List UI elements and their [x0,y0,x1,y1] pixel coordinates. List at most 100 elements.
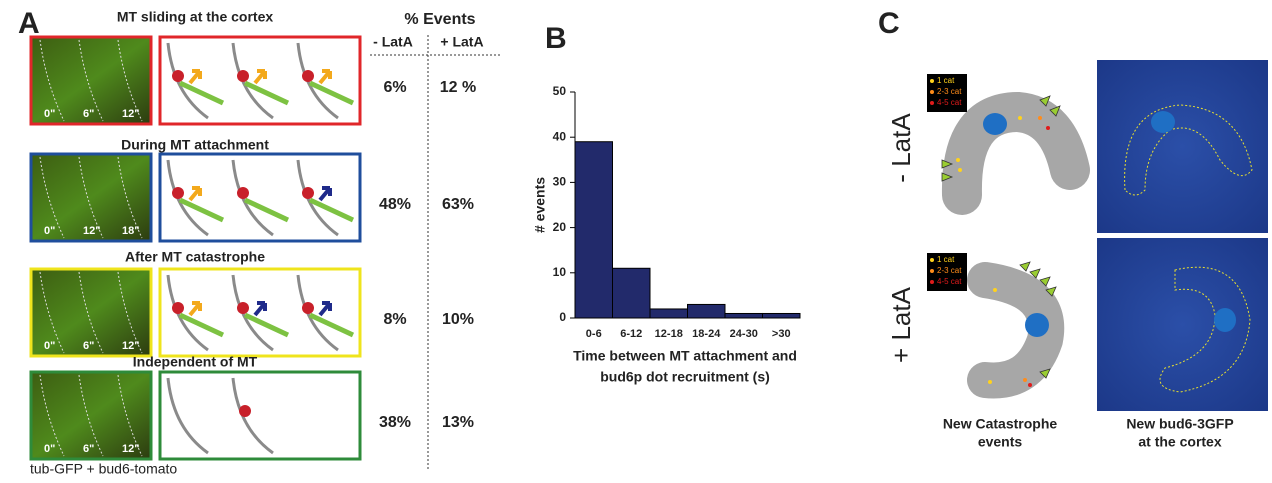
legend-label: 1 cat [937,255,955,264]
microtubule [243,80,290,106]
bud6-dot [237,187,249,199]
bud6-dot [172,302,184,314]
cell-edge [39,156,65,239]
nucleus [1025,313,1049,337]
arrow [253,301,267,317]
time-label: 12" [122,340,139,352]
cell-edge [39,39,65,122]
bud6-dot [237,70,249,82]
col-plus: + LatA [440,34,483,50]
nucleus [1214,308,1236,332]
cortex [231,159,274,237]
cell-schematic [941,91,1090,215]
frame [158,267,362,358]
cell-edge [78,156,104,239]
cell-edge [39,374,65,457]
pct-minus: 8% [383,311,406,328]
bud6-dot [302,70,314,82]
cell-edge [78,271,104,354]
arrow [318,301,332,317]
bud6-dot [302,187,314,199]
microtubule [308,312,355,338]
legend-label: 2-3 cat [937,266,962,275]
pct-minus: 38% [379,414,411,431]
dots [956,116,1050,387]
bud6-dot [302,302,314,314]
row-label: + LatA [886,286,916,363]
pct-plus: 10% [442,311,474,328]
micrograph [1097,238,1268,411]
x-tick-label: 18-24 [692,328,721,340]
row-title: MT sliding at the cortex [117,9,274,25]
panel-label: A [18,7,40,40]
time-label: 0" [44,340,55,352]
time-label: 0" [44,225,55,237]
pct-plus: 13% [442,414,474,431]
caption: New bud6-3GFP [1126,416,1233,432]
frame [158,370,362,461]
col-minus: - LatA [373,34,413,50]
legend-dot [930,280,934,284]
micrograph [32,270,150,355]
micrograph [32,155,150,240]
frame [29,152,153,243]
bar [724,312,763,319]
y-tick-label: 0 [559,310,566,324]
cell-outline [1159,266,1251,393]
time-label: 12" [122,108,139,120]
legend-dot [930,258,934,262]
panel-label: B [545,22,567,55]
arrow [188,301,202,317]
arrow [318,186,332,202]
cell-edge [78,374,104,457]
bar [687,303,726,319]
cortex [296,274,339,352]
legend-label: 1 cat [937,76,955,85]
microtubule [308,197,355,223]
bud6-dot [239,405,251,417]
time-label: 6" [83,108,94,120]
panel-a-rows: MT sliding at the cortex 0" 6" 12" 6% 12 % Dur… [29,9,476,461]
cortex [166,377,209,455]
cortex [166,159,209,237]
cell-edge [117,39,143,122]
arrow [188,186,202,202]
micrograph [1097,60,1268,233]
microtubule [243,197,290,223]
microtubule [178,312,225,338]
bud6-dot [172,187,184,199]
legends: 1 cat 2-3 cat 4-5 cat 1 cat 2-3 cat 4-5 cat [927,74,967,291]
cell-outline [1124,104,1253,196]
bar [649,308,688,319]
cell-edge [117,374,143,457]
time-label: 6" [83,443,94,455]
row-title: Independent of MT [133,354,258,370]
microtubule [308,80,355,106]
pct-minus: 48% [379,196,411,213]
bar [762,312,801,319]
caption: New Catastrophe [943,416,1058,432]
cortex [231,377,274,455]
y-tick-label: 50 [553,84,567,98]
pct-plus: 63% [442,196,474,213]
cortex [296,42,339,120]
cortex [231,274,274,352]
chart: 0 10 20 30 40 50 0-6 6-12 12-18 18-24 24-30 >30 # ev… [532,84,801,385]
frame [29,370,153,461]
bud6-dot [172,70,184,82]
cell-edge [117,271,143,354]
legend-dot [930,101,934,105]
arrow [318,69,332,85]
time-label: 0" [44,443,55,455]
panel-label: C [878,7,900,40]
x-tick-label: 6-12 [620,328,642,340]
x-axis-title: bud6p dot recruitment (s) [600,369,770,385]
frame [158,152,362,243]
arrow [188,69,202,85]
microtubule [243,312,290,338]
time-label: 0" [44,108,55,120]
x-tick-label: 12-18 [655,328,683,340]
pct-plus: 12 % [440,79,476,96]
legend-label: 4-5 cat [937,277,962,286]
y-axis-title: # events [532,177,548,233]
